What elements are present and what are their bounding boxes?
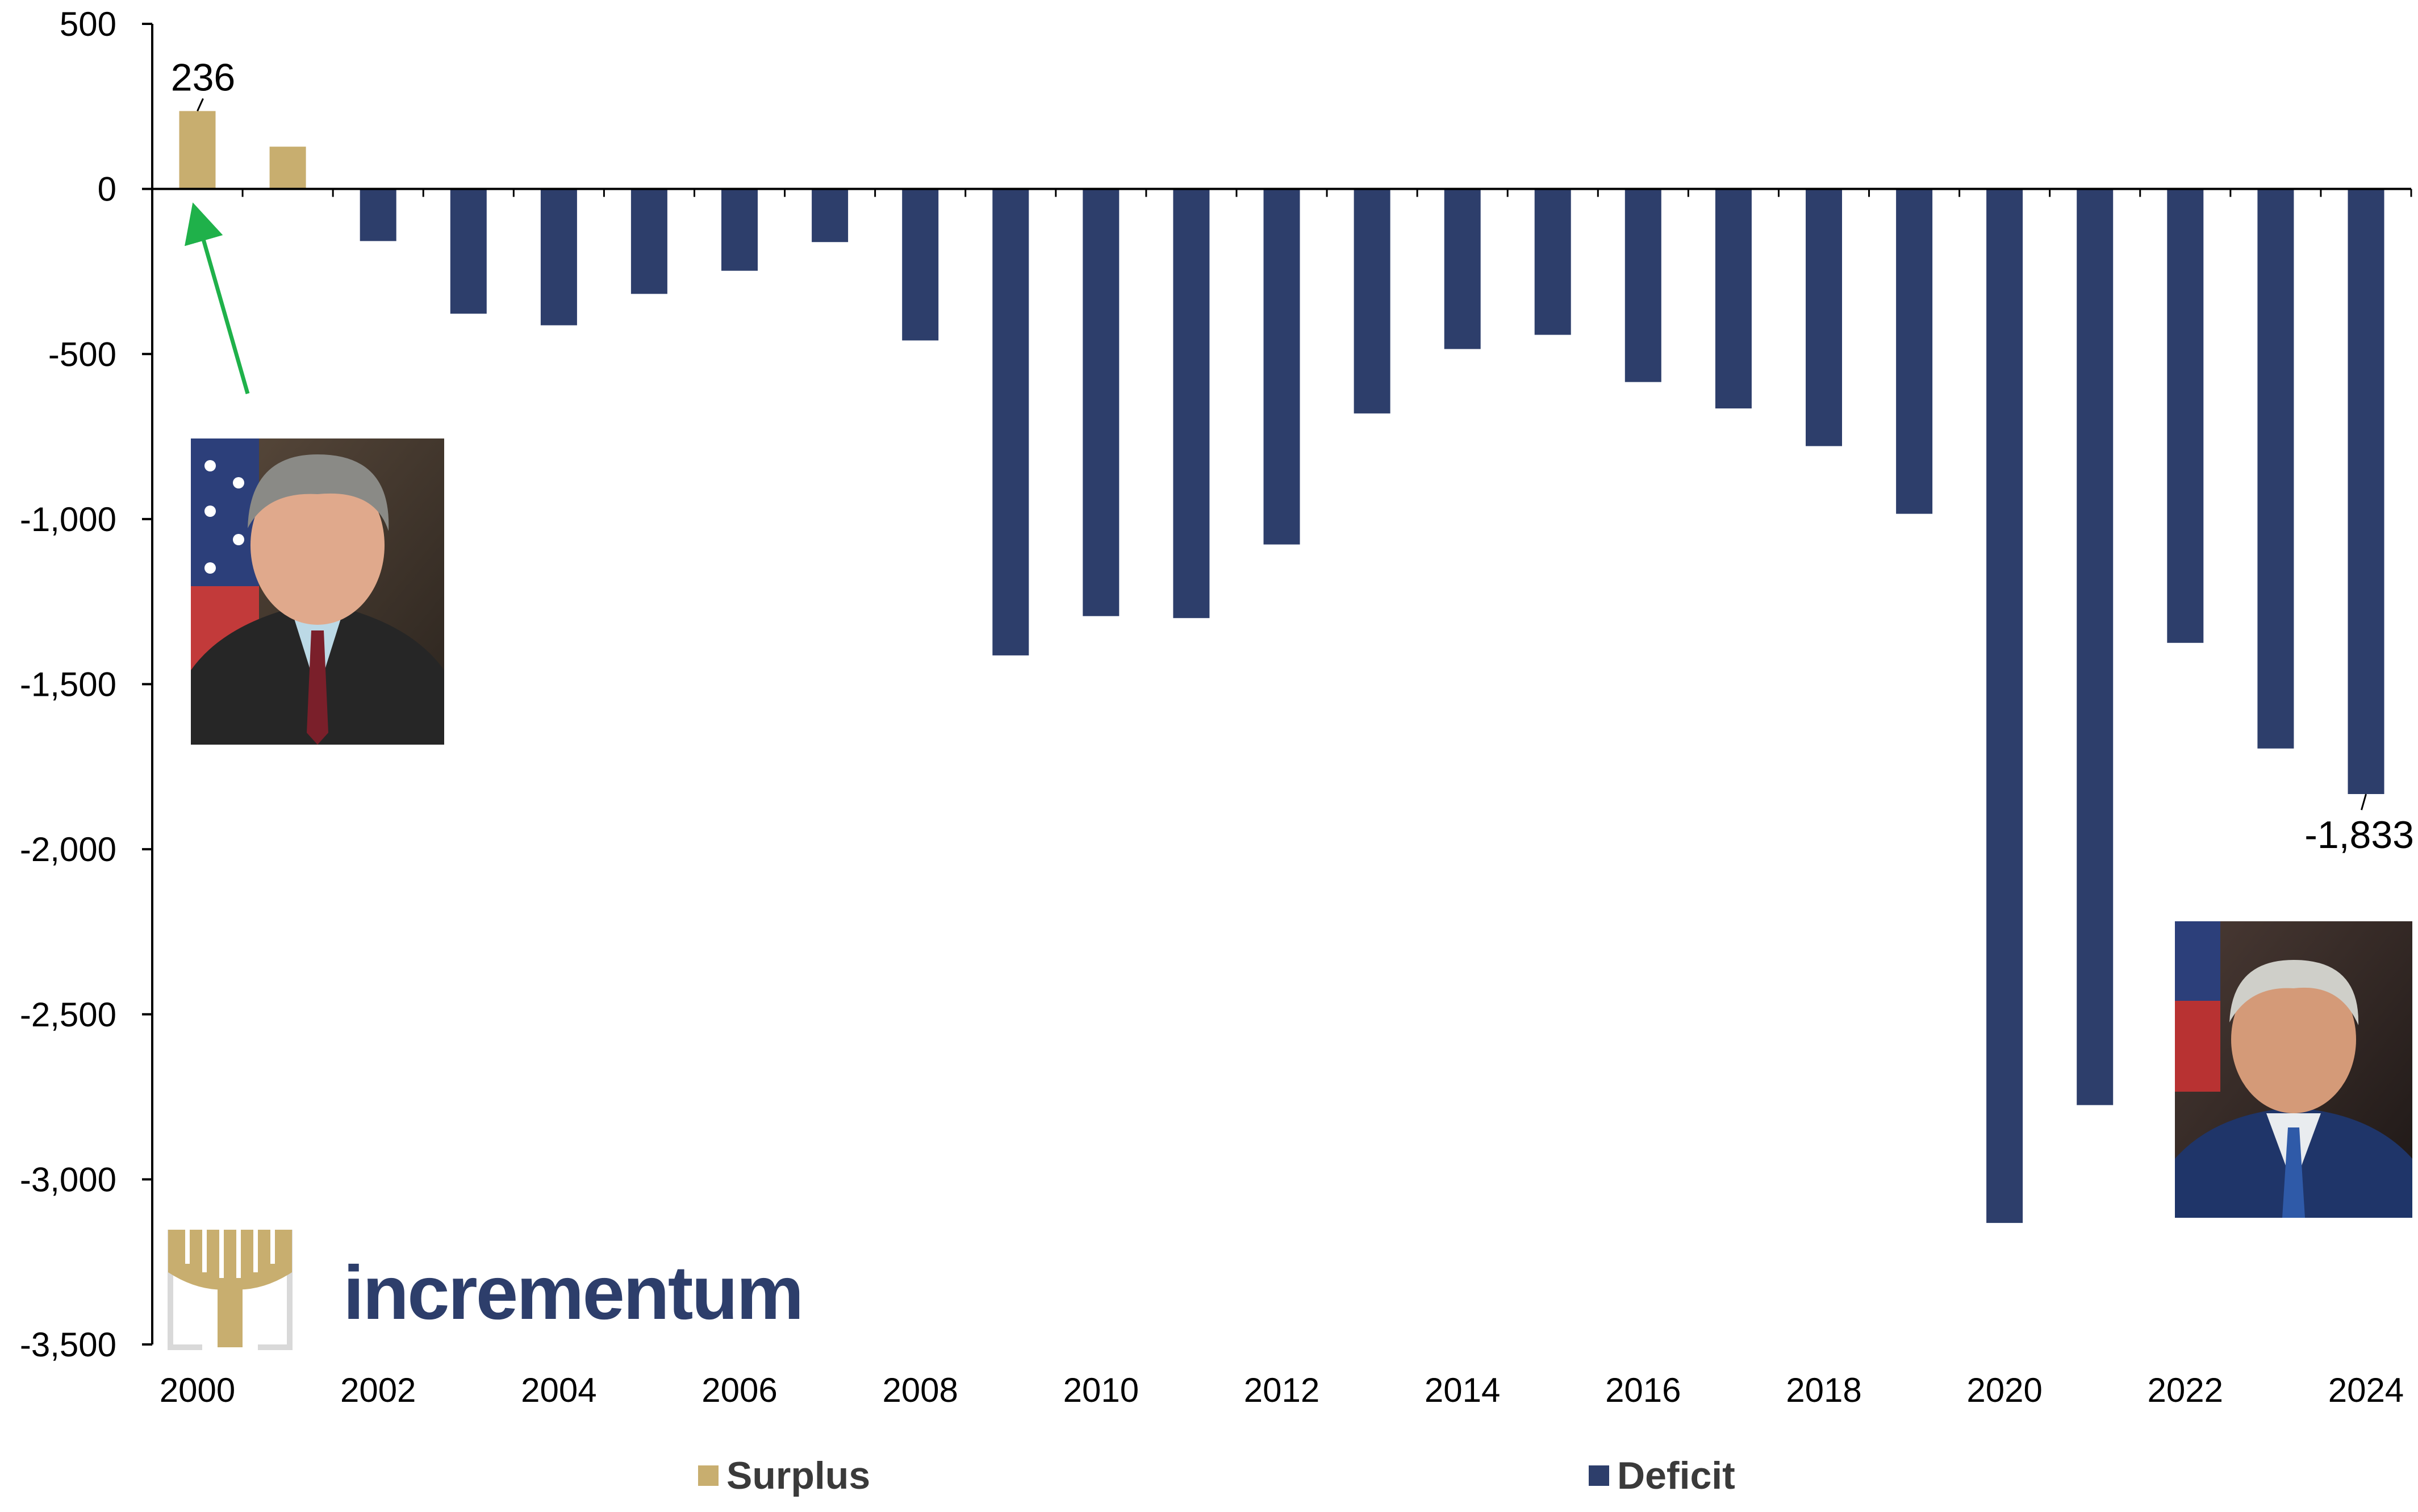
annotation-arrow bbox=[185, 202, 250, 394]
photo-2000-president bbox=[191, 438, 444, 745]
x-tick-label: 2022 bbox=[2148, 1371, 2223, 1409]
bar-2016 bbox=[1624, 189, 1661, 382]
bar-2013 bbox=[1354, 189, 1390, 413]
photo-2024-president bbox=[2175, 921, 2412, 1218]
brand-name: incrementum bbox=[343, 1251, 802, 1335]
x-tick-label: 2018 bbox=[1786, 1371, 1861, 1409]
bar-2001 bbox=[269, 147, 306, 189]
bar-2011 bbox=[1173, 189, 1210, 619]
axes-group bbox=[142, 23, 2412, 1346]
y-tick-label: 0 bbox=[98, 170, 116, 208]
data-label-leader bbox=[2361, 793, 2367, 811]
bar-2023 bbox=[2257, 189, 2294, 749]
x-tick-label: 2016 bbox=[1605, 1371, 1681, 1409]
bar-2012 bbox=[1263, 189, 1300, 545]
data-label-2024: -1,833 bbox=[2304, 813, 2414, 857]
x-tick-label: 2008 bbox=[882, 1371, 958, 1409]
bar-2003 bbox=[450, 189, 487, 314]
bar-2000 bbox=[179, 111, 216, 189]
y-tick-label: -2,500 bbox=[20, 996, 116, 1034]
data-labels: 236 -1,833 bbox=[171, 56, 2414, 857]
legend: Surplus Deficit bbox=[698, 1454, 1735, 1497]
y-axis-tick-labels: 500 0 -500 -1,000 -1,500 -2,000 -2,500 -3,000 -3… bbox=[20, 5, 116, 1364]
x-tick-label: 2004 bbox=[521, 1371, 596, 1409]
bar-2022 bbox=[2167, 189, 2204, 643]
y-tick-label: -1,000 bbox=[20, 500, 116, 538]
legend-label-deficit: Deficit bbox=[1617, 1454, 1735, 1497]
bar-2024 bbox=[2348, 189, 2384, 795]
x-axis-tick-labels: 2000 2002 2004 2006 2008 2010 2012 2014 2016 2018… bbox=[160, 1371, 2404, 1409]
x-tick-label: 2024 bbox=[2328, 1371, 2404, 1409]
bar-2007 bbox=[812, 189, 849, 243]
legend-label-surplus: Surplus bbox=[726, 1454, 870, 1497]
y-tick-label: 500 bbox=[60, 5, 116, 43]
brand-logo: incrementum bbox=[168, 1230, 804, 1350]
x-tick-label: 2002 bbox=[340, 1371, 416, 1409]
x-tick-label: 2014 bbox=[1425, 1371, 1500, 1409]
y-tick-label: -3,500 bbox=[20, 1326, 116, 1364]
bar-2005 bbox=[630, 189, 667, 294]
x-tick-label: 2000 bbox=[160, 1371, 235, 1409]
bar-2008 bbox=[902, 189, 939, 341]
bars-group bbox=[179, 111, 2384, 1223]
bar-2019 bbox=[1896, 189, 1933, 514]
bar-2017 bbox=[1715, 189, 1752, 409]
y-tick-label: -3,000 bbox=[20, 1160, 116, 1198]
bar-2010 bbox=[1083, 189, 1120, 616]
y-tick-label: -500 bbox=[48, 335, 116, 373]
bar-2015 bbox=[1534, 189, 1571, 335]
x-tick-label: 2006 bbox=[701, 1371, 777, 1409]
data-label-2000: 236 bbox=[171, 56, 235, 99]
bar-2020 bbox=[1986, 189, 2023, 1223]
tree-logo-icon bbox=[168, 1230, 293, 1350]
bar-2021 bbox=[2077, 189, 2114, 1105]
bar-2004 bbox=[540, 189, 577, 325]
x-tick-label: 2020 bbox=[1966, 1371, 2042, 1409]
bar-2006 bbox=[721, 189, 758, 271]
data-label-leader bbox=[197, 98, 204, 112]
y-tick-label: -1,500 bbox=[20, 666, 116, 704]
bar-2009 bbox=[992, 189, 1029, 655]
bar-2018 bbox=[1806, 189, 1842, 446]
bar-2002 bbox=[360, 189, 396, 241]
legend-swatch-deficit bbox=[1589, 1465, 1609, 1486]
x-tick-label: 2012 bbox=[1244, 1371, 1319, 1409]
y-tick-label: -2,000 bbox=[20, 830, 116, 868]
bar-2014 bbox=[1444, 189, 1481, 349]
legend-swatch-surplus bbox=[698, 1465, 719, 1486]
x-tick-label: 2010 bbox=[1063, 1371, 1139, 1409]
